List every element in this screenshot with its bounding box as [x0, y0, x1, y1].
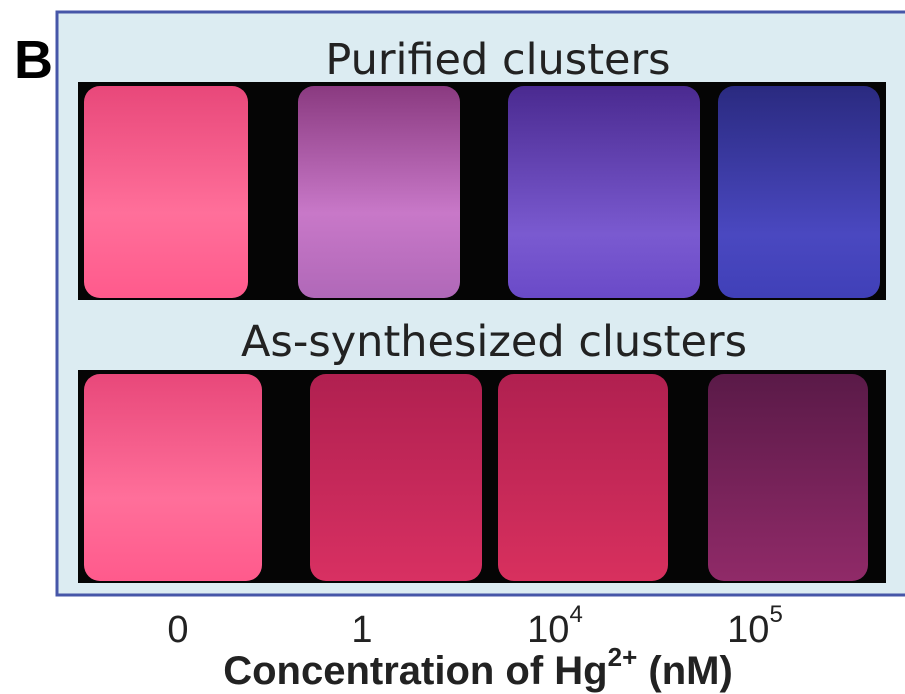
axis-title-superscript: 2+ [608, 642, 638, 672]
vial [508, 86, 700, 298]
exponent: 4 [569, 601, 582, 628]
vial [310, 374, 482, 581]
panel-label: B [14, 30, 53, 90]
vial [718, 86, 880, 298]
vial [84, 374, 262, 581]
axis-title-unit: (nM) [637, 649, 733, 693]
concentration-label: 104 [527, 601, 583, 651]
vial [708, 374, 868, 581]
concentration-label: 105 [727, 601, 783, 651]
base: 10 [727, 609, 769, 651]
axis-title-text: Concentration of Hg [223, 649, 607, 693]
vial [498, 374, 668, 581]
vial [84, 86, 248, 298]
base: 10 [527, 609, 569, 651]
axis-title: Concentration of Hg2+ (nM) [223, 642, 733, 693]
figure-panel: B Purified clusters As-synthesized clust… [0, 0, 905, 694]
vial [298, 86, 460, 298]
concentration-label: 1 [351, 609, 372, 651]
concentration-label: 0 [167, 609, 188, 651]
exponent: 5 [769, 601, 782, 628]
row-title: As-synthesized clusters [241, 317, 747, 367]
row-title: Purified clusters [325, 35, 670, 85]
